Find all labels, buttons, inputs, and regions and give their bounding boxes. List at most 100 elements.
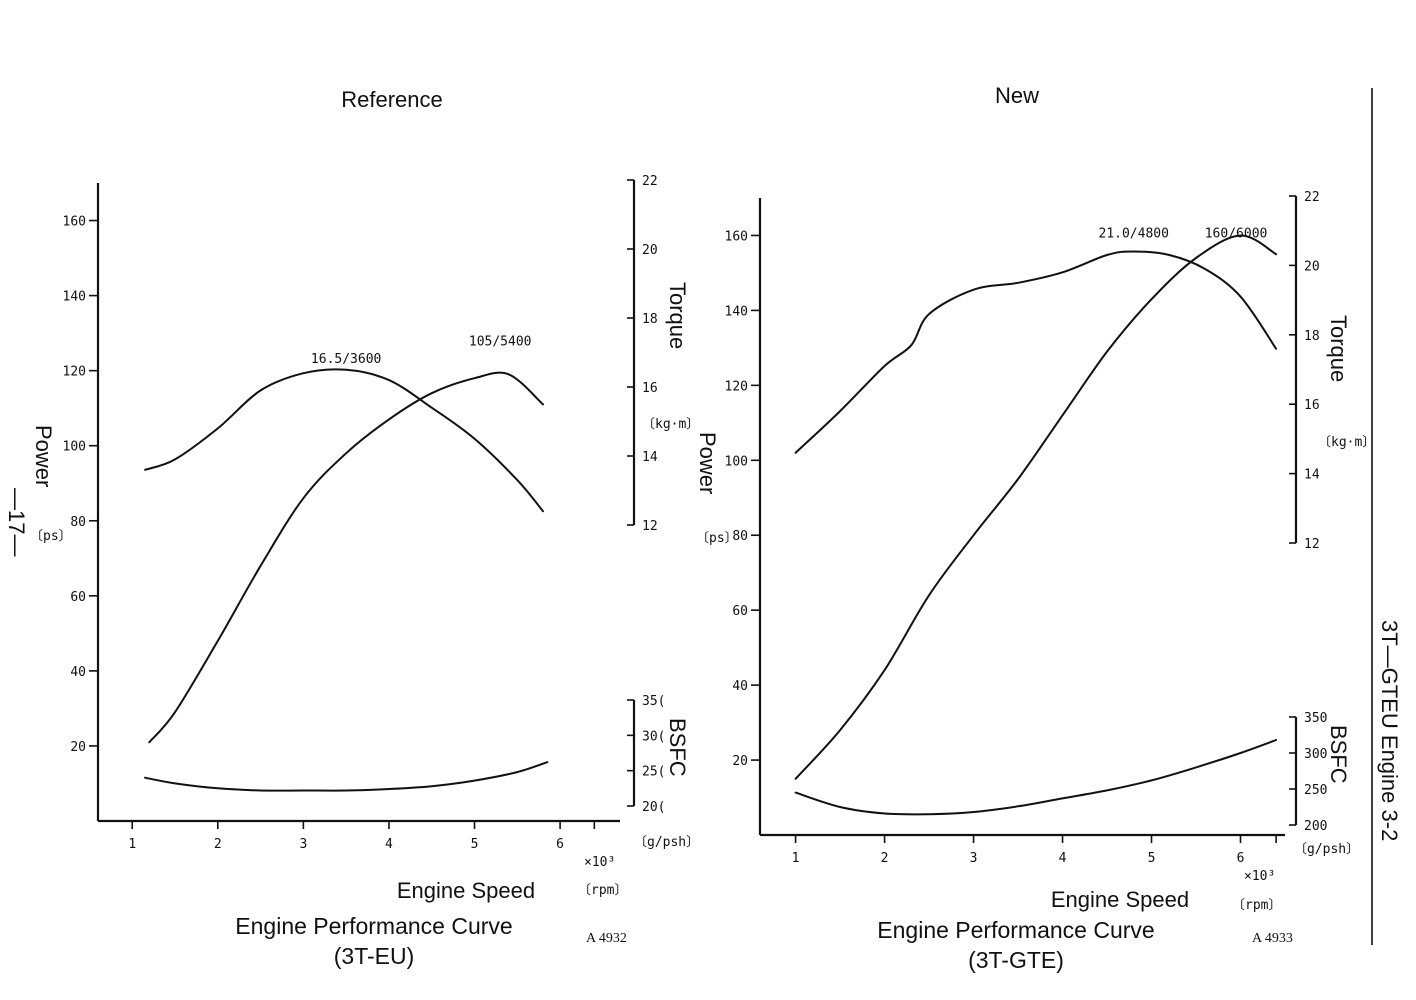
x-tick-label: 2 [214, 837, 222, 852]
power-tick-label: 20 [732, 754, 748, 769]
peak-label: 160/6000 [1205, 227, 1268, 242]
torque-tick-label: 14 [1304, 468, 1320, 483]
torque-tick-label: 22 [642, 174, 658, 189]
torque-axis-title: Torque [1326, 315, 1351, 382]
x-unit: 〔rpm〕 [1232, 898, 1281, 913]
torque-tick-label: 16 [642, 381, 658, 396]
power-tick-label: 120 [63, 365, 86, 380]
torque-tick-label: 12 [642, 519, 658, 534]
power-tick-label: 80 [70, 515, 86, 530]
bsfc-axis-unit: 〔g/psh〕 [634, 835, 699, 850]
power-tick-label: 140 [63, 290, 86, 305]
torque-curve [144, 368, 544, 513]
power-axis-title: Power [31, 425, 56, 487]
power-ticks: 20 40 60 80 100 120 140 160 [63, 215, 98, 755]
bsfc-axis-unit: 〔g/psh〕 [1294, 842, 1359, 857]
torque-tick-label: 18 [1304, 329, 1320, 344]
torque-tick-label: 16 [1304, 398, 1320, 413]
x-tick-label: 1 [128, 837, 136, 852]
power-tick-label: 100 [725, 454, 748, 469]
torque-ticks: 12 14 16 18 20 22 [1289, 190, 1320, 552]
bsfc-tick-label: 35( [642, 694, 665, 709]
x-tick-label: 1 [792, 851, 800, 866]
bsfc-curve [144, 761, 549, 792]
torque-axis-unit: 〔kg·m〕 [642, 417, 699, 432]
bsfc-tick-label: 25( [642, 765, 665, 780]
bsfc-tick-label: 30( [642, 729, 665, 744]
bsfc-tick-label: 200 [1304, 819, 1327, 834]
power-ticks: 20 40 60 80 100 120 140 160 [725, 229, 760, 769]
chapter-label: 3T—GTEU Engine 3-2 [1377, 620, 1402, 841]
x-tick-label: 3 [970, 851, 978, 866]
bsfc-axis-title: BSFC [665, 718, 690, 777]
peak-annotations: 21.0/4800 160/6000 [1099, 227, 1268, 242]
peak-label: 16.5/3600 [311, 352, 381, 367]
torque-axis-unit: 〔kg·m〕 [1318, 435, 1375, 450]
x-ticks: 1 2 3 4 5 6 [128, 821, 596, 852]
bsfc-tick-label: 350 [1304, 711, 1327, 726]
chart-title: Reference [341, 87, 443, 112]
x-tick-label: 5 [471, 837, 479, 852]
torque-tick-label: 20 [642, 243, 658, 258]
x-tick-label: 6 [556, 837, 564, 852]
bsfc-ticks: 200 250 300 350 [1289, 711, 1327, 834]
x-multiplier: ×10³ [1244, 869, 1275, 884]
torque-curve [794, 250, 1278, 454]
page-number: —17— [4, 488, 29, 556]
bsfc-ticks: 20( 25( 30( 35( [627, 694, 665, 815]
x-tick-label: 4 [385, 837, 393, 852]
figure-code: A 4933 [1252, 931, 1293, 946]
peak-label: 21.0/4800 [1099, 227, 1169, 242]
power-curve [148, 371, 544, 744]
x-tick-label: 2 [881, 851, 889, 866]
figure-caption: Engine Performance Curve [235, 913, 512, 939]
figure-subcaption: (3T-EU) [334, 943, 415, 969]
torque-tick-label: 14 [642, 450, 658, 465]
power-tick-label: 40 [732, 679, 748, 694]
torque-tick-label: 12 [1304, 537, 1320, 552]
bsfc-axis-title: BSFC [1326, 725, 1351, 784]
series-group [794, 234, 1278, 816]
x-axis-title: Engine Speed [397, 878, 535, 903]
peak-label: 105/5400 [469, 335, 532, 350]
power-tick-label: 60 [732, 604, 748, 619]
figure-code: A 4932 [586, 931, 627, 946]
chart-title: New [995, 83, 1039, 108]
bsfc-curve [794, 739, 1278, 816]
power-tick-label: 100 [63, 440, 86, 455]
peak-annotations: 16.5/3600 105/5400 [311, 335, 532, 367]
x-tick-label: 4 [1059, 851, 1067, 866]
power-axis-title: Power [695, 432, 720, 494]
bsfc-tick-label: 20( [642, 800, 665, 815]
power-tick-label: 120 [725, 379, 748, 394]
x-ticks: 1 2 3 4 5 6 [792, 835, 1277, 866]
torque-axis-title: Torque [665, 282, 690, 349]
x-axis-title: Engine Speed [1051, 887, 1189, 912]
power-tick-label: 160 [725, 229, 748, 244]
x-multiplier: ×10³ [584, 855, 615, 870]
bsfc-tick-label: 300 [1304, 747, 1327, 762]
figure-subcaption: (3T-GTE) [968, 947, 1064, 973]
power-axis-unit: 〔ps〕 [696, 531, 738, 546]
torque-ticks: 12 14 16 18 20 22 [627, 174, 658, 534]
power-tick-label: 80 [732, 529, 748, 544]
power-tick-label: 160 [63, 215, 86, 230]
power-axis-unit: 〔ps〕 [30, 529, 72, 544]
power-tick-label: 40 [70, 665, 86, 680]
x-unit: 〔rpm〕 [578, 883, 627, 898]
power-tick-label: 60 [70, 590, 86, 605]
torque-tick-label: 22 [1304, 190, 1320, 205]
power-tick-label: 20 [70, 740, 86, 755]
torque-tick-label: 20 [1304, 259, 1320, 274]
series-group [144, 368, 549, 792]
bsfc-tick-label: 250 [1304, 783, 1327, 798]
x-tick-label: 6 [1237, 851, 1245, 866]
figure-caption: Engine Performance Curve [877, 917, 1154, 943]
torque-tick-label: 18 [642, 312, 658, 327]
power-tick-label: 140 [725, 304, 748, 319]
x-tick-label: 3 [299, 837, 307, 852]
power-curve [794, 234, 1278, 780]
